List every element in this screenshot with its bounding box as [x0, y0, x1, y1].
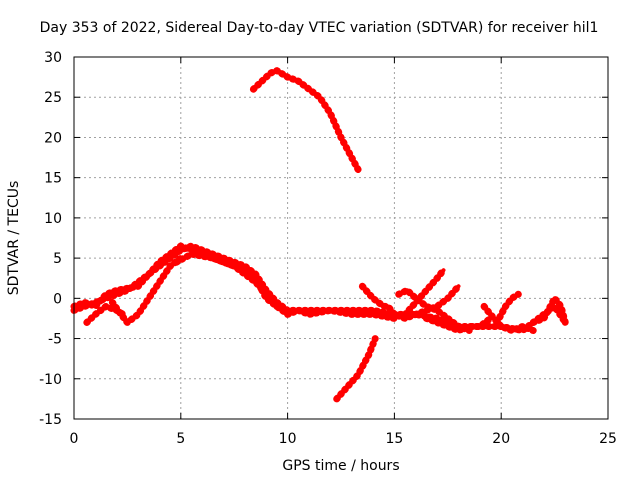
x-tick-label: 20 — [492, 431, 510, 447]
x-tick-label: 10 — [279, 431, 297, 447]
y-tick-label: 25 — [44, 90, 62, 106]
y-tick-label: 20 — [44, 130, 62, 146]
chart-title: Day 353 of 2022, Sidereal Day-to-day VTE… — [40, 20, 599, 36]
y-tick-label: -10 — [39, 372, 62, 388]
y-tick-label: 0 — [53, 291, 62, 307]
x-tick-label: 0 — [70, 431, 79, 447]
y-tick-label: 5 — [53, 251, 62, 267]
y-axis-label: SDTVAR / TECUs — [6, 181, 22, 296]
y-tick-label: 15 — [44, 171, 62, 187]
y-tick-label: 10 — [44, 211, 62, 227]
series-markers-arc-late-i — [422, 314, 494, 334]
series-markers-arc-rise-g — [401, 266, 447, 318]
series-markers-arc-late-j — [480, 302, 537, 334]
plot-frame — [73, 56, 609, 420]
x-axis-label: GPS time / hours — [282, 458, 399, 474]
y-tick-label: -5 — [48, 332, 62, 348]
y-tick-label: -15 — [39, 412, 62, 428]
grid — [74, 57, 608, 419]
series-markers-arc-mid-c — [173, 250, 292, 314]
x-tick-label: 5 — [176, 431, 185, 447]
series-markers-arc-late-k — [493, 290, 522, 326]
series-markers-arc-loop-e — [358, 282, 420, 322]
series-markers-arc-low-b — [108, 254, 185, 326]
x-tick-label: 15 — [385, 431, 403, 447]
x-tick-label: 25 — [599, 431, 617, 447]
data-series-group — [70, 67, 569, 403]
series-markers-arc-rise-d — [333, 335, 379, 403]
series-markers-arc-rise-h — [412, 282, 462, 318]
series-markers-arc-high — [249, 67, 362, 174]
series-markers-arc-late-l — [529, 294, 569, 326]
y-tick-label: 30 — [44, 50, 62, 66]
x-tick-labels: 0 5 10 15 20 25 — [70, 431, 617, 447]
y-tick-labels: -15 -10 -5 0 5 10 15 20 25 30 — [39, 50, 62, 428]
axis-ticks — [73, 56, 609, 420]
